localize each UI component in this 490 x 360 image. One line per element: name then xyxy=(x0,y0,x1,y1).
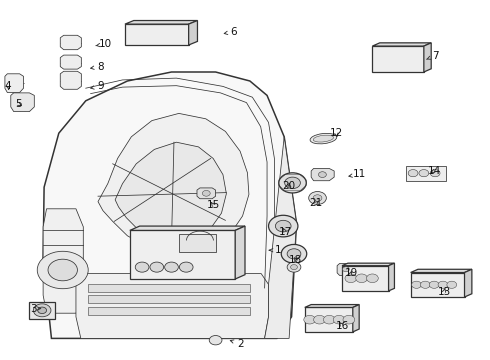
Circle shape xyxy=(429,281,439,288)
Circle shape xyxy=(179,262,193,272)
Text: 15: 15 xyxy=(207,200,220,210)
Circle shape xyxy=(412,281,421,288)
Polygon shape xyxy=(372,46,424,72)
Circle shape xyxy=(48,259,77,281)
Text: 16: 16 xyxy=(336,321,349,331)
Text: 14: 14 xyxy=(428,166,441,176)
Polygon shape xyxy=(197,188,216,199)
Polygon shape xyxy=(389,263,394,291)
Polygon shape xyxy=(235,226,245,279)
Polygon shape xyxy=(60,71,81,89)
Text: 4: 4 xyxy=(5,81,12,91)
Bar xyxy=(88,295,250,303)
Circle shape xyxy=(356,274,368,283)
Text: 11: 11 xyxy=(349,169,367,179)
Circle shape xyxy=(333,315,345,324)
Text: 9: 9 xyxy=(91,81,104,91)
Polygon shape xyxy=(98,113,249,253)
Ellipse shape xyxy=(313,135,334,142)
Circle shape xyxy=(313,195,322,201)
Circle shape xyxy=(38,307,47,314)
Circle shape xyxy=(287,262,301,272)
Polygon shape xyxy=(76,274,269,338)
Circle shape xyxy=(430,170,440,177)
Circle shape xyxy=(314,315,325,324)
Circle shape xyxy=(269,215,298,237)
Circle shape xyxy=(37,251,88,289)
Polygon shape xyxy=(179,234,216,252)
Polygon shape xyxy=(115,142,226,241)
Text: 19: 19 xyxy=(344,267,358,278)
Text: 17: 17 xyxy=(278,227,292,237)
Polygon shape xyxy=(353,305,359,332)
Polygon shape xyxy=(130,230,235,279)
Polygon shape xyxy=(60,35,81,50)
Circle shape xyxy=(279,173,306,193)
Polygon shape xyxy=(342,266,389,291)
Polygon shape xyxy=(43,72,296,338)
Ellipse shape xyxy=(310,133,337,144)
Polygon shape xyxy=(342,263,394,266)
Circle shape xyxy=(135,262,149,272)
Polygon shape xyxy=(424,43,431,72)
Circle shape xyxy=(318,172,326,177)
Text: 21: 21 xyxy=(309,198,322,208)
Polygon shape xyxy=(265,137,296,338)
Circle shape xyxy=(33,304,51,317)
Polygon shape xyxy=(189,21,197,45)
Circle shape xyxy=(275,220,291,232)
Text: 3: 3 xyxy=(30,303,41,314)
Circle shape xyxy=(209,336,222,345)
Circle shape xyxy=(343,315,355,324)
Circle shape xyxy=(438,281,448,288)
Text: 20: 20 xyxy=(283,181,296,192)
Text: 18: 18 xyxy=(289,255,302,265)
Polygon shape xyxy=(43,209,83,313)
Circle shape xyxy=(408,170,418,177)
Polygon shape xyxy=(411,273,465,297)
Circle shape xyxy=(287,249,301,259)
Circle shape xyxy=(281,244,307,263)
Circle shape xyxy=(343,267,349,272)
Polygon shape xyxy=(125,21,197,24)
Text: 10: 10 xyxy=(96,39,112,49)
Text: 13: 13 xyxy=(438,287,451,297)
Text: 6: 6 xyxy=(224,27,237,37)
Polygon shape xyxy=(372,43,431,46)
Circle shape xyxy=(345,274,357,283)
Polygon shape xyxy=(130,226,245,230)
Text: 7: 7 xyxy=(427,51,439,61)
Polygon shape xyxy=(60,55,81,69)
Circle shape xyxy=(323,315,335,324)
Polygon shape xyxy=(465,269,472,297)
Circle shape xyxy=(150,262,164,272)
Circle shape xyxy=(202,190,210,196)
Circle shape xyxy=(367,274,378,283)
Circle shape xyxy=(419,170,429,177)
Bar xyxy=(29,302,55,319)
Polygon shape xyxy=(305,307,353,332)
Circle shape xyxy=(304,315,316,324)
Polygon shape xyxy=(11,93,34,112)
Circle shape xyxy=(420,281,430,288)
Text: 1: 1 xyxy=(270,245,282,255)
Circle shape xyxy=(291,265,297,270)
Text: 8: 8 xyxy=(91,62,104,72)
Circle shape xyxy=(285,177,300,189)
Polygon shape xyxy=(305,305,359,307)
Polygon shape xyxy=(411,269,472,273)
Circle shape xyxy=(309,192,326,204)
Text: 5: 5 xyxy=(15,99,22,109)
Circle shape xyxy=(447,281,457,288)
Text: 2: 2 xyxy=(230,339,244,349)
Polygon shape xyxy=(125,24,189,45)
Bar xyxy=(88,307,250,315)
Bar xyxy=(88,284,250,292)
Polygon shape xyxy=(406,166,446,181)
Polygon shape xyxy=(5,74,24,93)
Polygon shape xyxy=(337,264,355,275)
Circle shape xyxy=(165,262,178,272)
Polygon shape xyxy=(311,168,334,181)
Text: 12: 12 xyxy=(330,128,343,138)
